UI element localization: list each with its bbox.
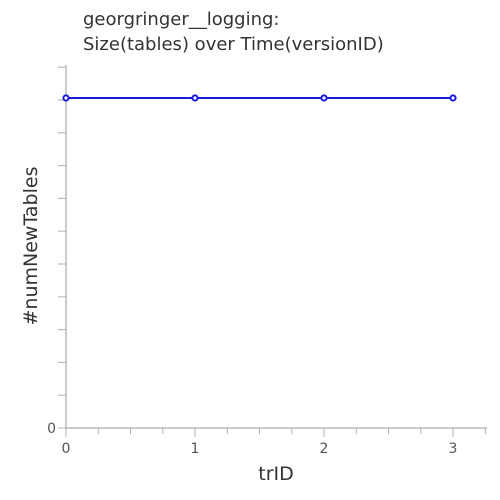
x-ticks <box>65 428 486 437</box>
x-tick-label: 1 <box>191 441 200 457</box>
chart-title-line-2: Size(tables) over Time(versionID) <box>83 34 384 55</box>
x-tick-label: 0 <box>62 441 71 457</box>
chart-title: georgringer__logging: Size(tables) over … <box>83 9 384 55</box>
data-point <box>191 94 199 102</box>
y-tick-label: 0 <box>47 421 56 437</box>
y-tick-labels: 0 <box>47 421 56 437</box>
data-point <box>320 94 328 102</box>
data-point <box>449 94 457 102</box>
x-tick-labels: 0 1 2 3 <box>62 441 458 457</box>
x-axis-label: trID <box>258 463 294 485</box>
x-tick-label: 3 <box>449 441 458 457</box>
y-axis-label: #numNewTables <box>20 167 42 326</box>
axes <box>65 65 487 429</box>
data-point <box>62 94 70 102</box>
series-layer <box>62 94 457 102</box>
chart-title-line-1: georgringer__logging: <box>83 9 280 30</box>
x-tick-label: 2 <box>320 441 329 457</box>
y-ticks <box>58 66 66 429</box>
